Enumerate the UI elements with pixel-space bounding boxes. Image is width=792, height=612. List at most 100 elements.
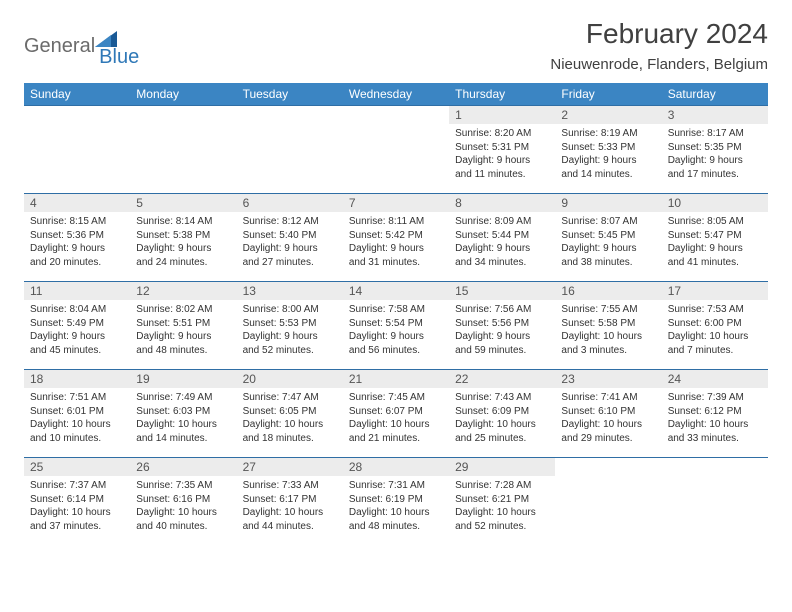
daylight-text-1: Daylight: 9 hours (668, 154, 762, 168)
day-number: 16 (555, 282, 661, 300)
location: Nieuwenrode, Flanders, Belgium (550, 56, 768, 73)
day-data: Sunrise: 8:11 AMSunset: 5:42 PMDaylight:… (343, 212, 449, 273)
logo-text-blue: Blue (99, 46, 139, 69)
daylight-text-1: Daylight: 9 hours (30, 330, 124, 344)
sunrise-text: Sunrise: 7:55 AM (561, 303, 655, 317)
daylight-text-1: Daylight: 9 hours (243, 330, 337, 344)
day-number: 2 (555, 106, 661, 124)
day-data: Sunrise: 8:20 AMSunset: 5:31 PMDaylight:… (449, 124, 555, 185)
sunset-text: Sunset: 6:17 PM (243, 493, 337, 507)
daylight-text-2: and 17 minutes. (668, 168, 762, 182)
sunrise-text: Sunrise: 7:47 AM (243, 391, 337, 405)
sunrise-text: Sunrise: 8:11 AM (349, 215, 443, 229)
calendar-day-cell: 3 Sunrise: 8:17 AMSunset: 5:35 PMDaylight… (662, 106, 768, 194)
day-data: Sunrise: 8:09 AMSunset: 5:44 PMDaylight:… (449, 212, 555, 273)
sunrise-text: Sunrise: 7:49 AM (136, 391, 230, 405)
sunrise-text: Sunrise: 8:04 AM (30, 303, 124, 317)
calendar-day-cell: 8Sunrise: 8:09 AMSunset: 5:44 PMDaylight… (449, 194, 555, 282)
calendar-day-cell: 5Sunrise: 8:14 AMSunset: 5:38 PMDaylight… (130, 194, 236, 282)
daylight-text-1: Daylight: 9 hours (136, 330, 230, 344)
calendar-day-cell: 23Sunrise: 7:41 AMSunset: 6:10 PMDayligh… (555, 370, 661, 458)
sunrise-text: Sunrise: 8:09 AM (455, 215, 549, 229)
sunrise-text: Sunrise: 7:31 AM (349, 479, 443, 493)
daylight-text-1: Daylight: 10 hours (455, 506, 549, 520)
daylight-text-2: and 44 minutes. (243, 520, 337, 534)
sunrise-text: Sunrise: 8:17 AM (668, 127, 762, 141)
daylight-text-1: Daylight: 10 hours (30, 506, 124, 520)
sunset-text: Sunset: 6:05 PM (243, 405, 337, 419)
sunset-text: Sunset: 6:14 PM (30, 493, 124, 507)
day-number: 17 (662, 282, 768, 300)
daylight-text-1: Daylight: 9 hours (668, 242, 762, 256)
calendar-body: 1Sunrise: 8:20 AMSunset: 5:31 PMDaylight… (24, 106, 768, 546)
daylight-text-2: and 25 minutes. (455, 432, 549, 446)
daylight-text-1: Daylight: 9 hours (30, 242, 124, 256)
daylight-text-1: Daylight: 9 hours (455, 154, 549, 168)
title-block: February 2024 Nieuwenrode, Flanders, Bel… (550, 18, 768, 73)
daylight-text-1: Daylight: 10 hours (349, 418, 443, 432)
calendar-day-cell: 21Sunrise: 7:45 AMSunset: 6:07 PMDayligh… (343, 370, 449, 458)
day-data: Sunrise: 7:47 AMSunset: 6:05 PMDaylight:… (237, 388, 343, 449)
calendar-header-row: SundayMondayTuesdayWednesdayThursdayFrid… (24, 83, 768, 106)
sunrise-text: Sunrise: 7:45 AM (349, 391, 443, 405)
calendar-page: General Blue February 2024 Nieuwenrode, … (0, 0, 792, 546)
daylight-text-1: Daylight: 10 hours (243, 418, 337, 432)
calendar-day-cell: 28Sunrise: 7:31 AMSunset: 6:19 PMDayligh… (343, 458, 449, 546)
daylight-text-1: Daylight: 9 hours (455, 242, 549, 256)
weekday-header: Sunday (24, 83, 130, 106)
day-number: 15 (449, 282, 555, 300)
sunrise-text: Sunrise: 7:41 AM (561, 391, 655, 405)
calendar-day-cell: 22Sunrise: 7:43 AMSunset: 6:09 PMDayligh… (449, 370, 555, 458)
day-number: 25 (24, 458, 130, 476)
calendar-day-cell: 11Sunrise: 8:04 AMSunset: 5:49 PMDayligh… (24, 282, 130, 370)
day-number: 18 (24, 370, 130, 388)
day-number: 14 (343, 282, 449, 300)
day-data: Sunrise: 7:51 AMSunset: 6:01 PMDaylight:… (24, 388, 130, 449)
daylight-text-2: and 20 minutes. (30, 256, 124, 270)
day-data: Sunrise: 8:00 AMSunset: 5:53 PMDaylight:… (237, 300, 343, 361)
sunrise-text: Sunrise: 7:56 AM (455, 303, 549, 317)
sunset-text: Sunset: 5:56 PM (455, 317, 549, 331)
daylight-text-1: Daylight: 9 hours (136, 242, 230, 256)
calendar-day-cell: 4Sunrise: 8:15 AMSunset: 5:36 PMDaylight… (24, 194, 130, 282)
sunset-text: Sunset: 5:49 PM (30, 317, 124, 331)
day-data: Sunrise: 7:37 AMSunset: 6:14 PMDaylight:… (24, 476, 130, 537)
sunset-text: Sunset: 5:54 PM (349, 317, 443, 331)
daylight-text-2: and 27 minutes. (243, 256, 337, 270)
sunrise-text: Sunrise: 7:53 AM (668, 303, 762, 317)
day-number: 28 (343, 458, 449, 476)
sunset-text: Sunset: 6:12 PM (668, 405, 762, 419)
day-data: Sunrise: 8:15 AMSunset: 5:36 PMDaylight:… (24, 212, 130, 273)
day-number: 3 (662, 106, 768, 124)
sunset-text: Sunset: 5:40 PM (243, 229, 337, 243)
day-number: 23 (555, 370, 661, 388)
calendar-day-cell (237, 106, 343, 194)
calendar-day-cell (343, 106, 449, 194)
day-number: 5 (130, 194, 236, 212)
calendar-day-cell: 24Sunrise: 7:39 AMSunset: 6:12 PMDayligh… (662, 370, 768, 458)
day-data: Sunrise: 7:31 AMSunset: 6:19 PMDaylight:… (343, 476, 449, 537)
calendar-day-cell: 29Sunrise: 7:28 AMSunset: 6:21 PMDayligh… (449, 458, 555, 546)
sunset-text: Sunset: 5:35 PM (668, 141, 762, 155)
daylight-text-1: Daylight: 10 hours (455, 418, 549, 432)
day-data: Sunrise: 7:43 AMSunset: 6:09 PMDaylight:… (449, 388, 555, 449)
calendar-week-row: 11Sunrise: 8:04 AMSunset: 5:49 PMDayligh… (24, 282, 768, 370)
day-number: 27 (237, 458, 343, 476)
calendar-day-cell: 12Sunrise: 8:02 AMSunset: 5:51 PMDayligh… (130, 282, 236, 370)
sunrise-text: Sunrise: 8:05 AM (668, 215, 762, 229)
sunset-text: Sunset: 5:51 PM (136, 317, 230, 331)
calendar-day-cell: 27Sunrise: 7:33 AMSunset: 6:17 PMDayligh… (237, 458, 343, 546)
daylight-text-2: and 34 minutes. (455, 256, 549, 270)
sunrise-text: Sunrise: 7:43 AM (455, 391, 549, 405)
daylight-text-2: and 24 minutes. (136, 256, 230, 270)
sunrise-text: Sunrise: 7:37 AM (30, 479, 124, 493)
sunrise-text: Sunrise: 8:20 AM (455, 127, 549, 141)
sunrise-text: Sunrise: 8:07 AM (561, 215, 655, 229)
daylight-text-2: and 40 minutes. (136, 520, 230, 534)
day-data: Sunrise: 7:55 AMSunset: 5:58 PMDaylight:… (555, 300, 661, 361)
sunset-text: Sunset: 5:33 PM (561, 141, 655, 155)
sunset-text: Sunset: 5:31 PM (455, 141, 549, 155)
day-number: 20 (237, 370, 343, 388)
sunset-text: Sunset: 6:01 PM (30, 405, 124, 419)
day-number: 10 (662, 194, 768, 212)
